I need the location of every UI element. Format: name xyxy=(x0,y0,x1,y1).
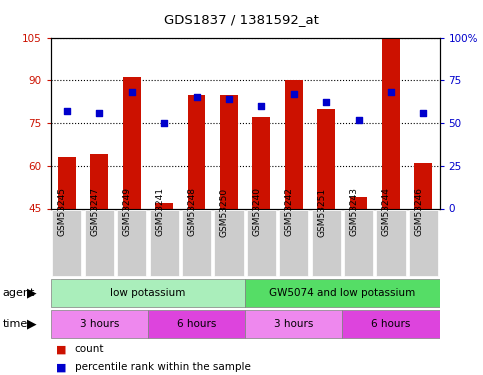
Point xyxy=(128,89,136,95)
Text: GSM53247: GSM53247 xyxy=(90,188,99,237)
FancyBboxPatch shape xyxy=(409,210,438,276)
Bar xyxy=(285,80,303,209)
Text: ▶: ▶ xyxy=(27,287,36,300)
FancyBboxPatch shape xyxy=(344,210,373,276)
Bar xyxy=(90,154,108,209)
Text: GSM53243: GSM53243 xyxy=(350,188,358,237)
Bar xyxy=(220,94,238,208)
Text: 6 hours: 6 hours xyxy=(177,319,216,329)
Point xyxy=(160,120,168,126)
Point xyxy=(225,96,233,102)
Text: ▶: ▶ xyxy=(27,318,36,330)
Point xyxy=(96,110,103,116)
Text: 3 hours: 3 hours xyxy=(274,319,313,329)
Bar xyxy=(317,109,335,208)
Text: GSM53245: GSM53245 xyxy=(58,188,67,237)
FancyBboxPatch shape xyxy=(51,279,245,308)
FancyBboxPatch shape xyxy=(247,210,276,276)
Text: GSM53246: GSM53246 xyxy=(414,188,423,237)
FancyBboxPatch shape xyxy=(52,210,82,276)
Point xyxy=(322,99,330,105)
FancyBboxPatch shape xyxy=(279,210,308,276)
Text: count: count xyxy=(75,344,104,354)
Point xyxy=(63,108,71,114)
FancyBboxPatch shape xyxy=(85,210,114,276)
Text: ■: ■ xyxy=(56,344,66,354)
Text: low potassium: low potassium xyxy=(110,288,185,298)
Point xyxy=(193,94,200,100)
Text: GSM53241: GSM53241 xyxy=(155,188,164,237)
FancyBboxPatch shape xyxy=(376,210,406,276)
Text: GSM53240: GSM53240 xyxy=(252,188,261,237)
FancyBboxPatch shape xyxy=(245,279,440,308)
Bar xyxy=(155,203,173,208)
FancyBboxPatch shape xyxy=(148,310,245,338)
Point xyxy=(257,103,265,109)
Bar xyxy=(123,77,141,209)
Text: GSM53249: GSM53249 xyxy=(123,188,132,237)
Text: GDS1837 / 1381592_at: GDS1837 / 1381592_at xyxy=(164,13,319,26)
Point xyxy=(355,117,362,123)
Text: GSM53242: GSM53242 xyxy=(284,188,294,236)
Point xyxy=(387,89,395,95)
FancyBboxPatch shape xyxy=(117,210,146,276)
Bar xyxy=(253,117,270,208)
FancyBboxPatch shape xyxy=(245,310,342,338)
Text: percentile rank within the sample: percentile rank within the sample xyxy=(75,362,251,372)
FancyBboxPatch shape xyxy=(312,210,341,276)
Text: time: time xyxy=(2,319,28,329)
Bar xyxy=(58,157,76,209)
Bar xyxy=(382,38,400,209)
Point xyxy=(290,91,298,97)
Bar xyxy=(187,94,205,208)
Point xyxy=(419,110,427,116)
Text: agent: agent xyxy=(2,288,35,298)
Text: GSM53251: GSM53251 xyxy=(317,188,326,237)
FancyBboxPatch shape xyxy=(214,210,243,276)
Bar xyxy=(350,197,368,208)
Text: GSM53250: GSM53250 xyxy=(220,188,229,237)
Text: GW5074 and low potassium: GW5074 and low potassium xyxy=(269,288,415,298)
FancyBboxPatch shape xyxy=(51,310,148,338)
Text: 3 hours: 3 hours xyxy=(80,319,119,329)
Text: GSM53244: GSM53244 xyxy=(382,188,391,236)
FancyBboxPatch shape xyxy=(182,210,211,276)
FancyBboxPatch shape xyxy=(150,210,179,276)
Text: ■: ■ xyxy=(56,362,66,372)
Bar xyxy=(414,163,432,209)
Text: GSM53248: GSM53248 xyxy=(187,188,197,237)
FancyBboxPatch shape xyxy=(342,310,440,338)
Text: 6 hours: 6 hours xyxy=(371,319,411,329)
